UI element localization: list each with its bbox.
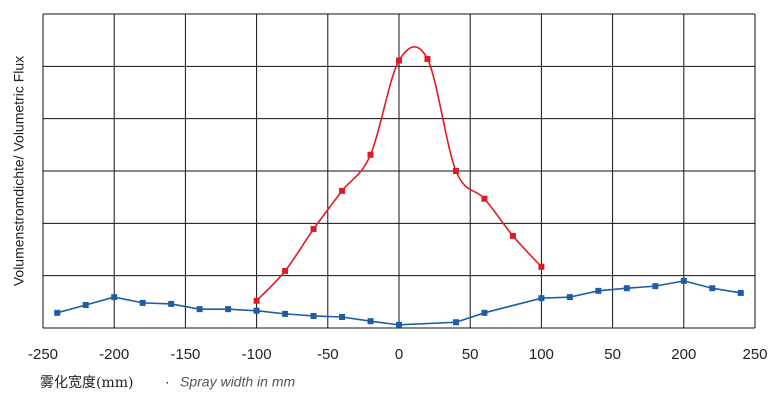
data-point	[396, 57, 402, 64]
x-tick-label: -150	[170, 346, 200, 363]
data-point	[623, 285, 630, 292]
x-tick-label: 200	[671, 346, 696, 363]
data-point	[652, 283, 659, 290]
x-tick-label: -250	[28, 346, 58, 363]
data-point	[737, 289, 744, 296]
x-tick-label: 250	[742, 346, 767, 363]
data-point	[367, 151, 374, 158]
x-tick-label: -200	[99, 346, 129, 363]
data-point	[139, 299, 146, 306]
x-tick-label: -50	[317, 346, 339, 363]
data-point	[509, 232, 516, 239]
data-point	[82, 301, 89, 308]
data-point	[709, 285, 716, 292]
x-axis-label-zh: 雾化宽度(mm)	[40, 374, 133, 391]
data-point	[452, 168, 459, 174]
data-point	[54, 309, 61, 316]
data-point	[538, 295, 545, 302]
data-point	[253, 297, 260, 304]
data-point	[196, 306, 203, 313]
data-point	[680, 277, 687, 284]
data-point	[339, 314, 346, 321]
data-point	[111, 294, 118, 301]
y-axis-label: Volumenstromdichte/ Volumetric Flux	[11, 56, 27, 286]
data-point	[595, 287, 602, 294]
data-point	[566, 294, 573, 301]
data-point	[424, 56, 431, 63]
data-point	[310, 226, 317, 233]
x-tick-label: 50	[462, 346, 479, 363]
x-tick-label: -100	[242, 346, 272, 363]
data-point	[168, 300, 175, 307]
data-point	[282, 267, 289, 274]
x-tick-label: 100	[529, 346, 554, 363]
data-point	[253, 307, 260, 314]
data-point	[538, 263, 545, 270]
data-point	[339, 187, 346, 194]
x-tick-label: 0	[395, 346, 403, 363]
x-axis-label-separator: ·	[165, 374, 170, 390]
data-point	[282, 310, 289, 317]
data-point	[481, 309, 488, 316]
data-point	[367, 318, 374, 325]
x-tick-label: 50	[604, 346, 621, 363]
data-point	[481, 195, 488, 202]
data-point	[310, 312, 317, 319]
data-point	[225, 306, 232, 313]
data-point	[396, 321, 402, 328]
data-point	[452, 319, 459, 326]
x-axis-label-en: Spray width in mm	[180, 374, 295, 390]
